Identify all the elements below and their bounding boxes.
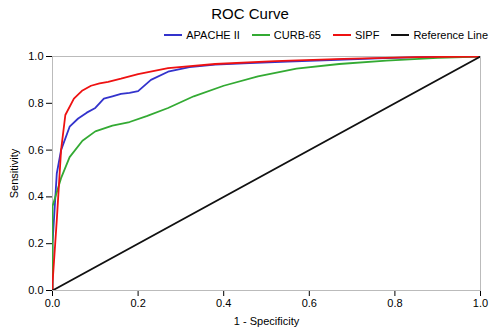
svg-text:0.8: 0.8 [28,97,43,109]
html-text:Reference Line: Reference Line [413,29,488,41]
svg-text:1.0: 1.0 [28,50,43,62]
html-text:ROC Curve: ROC Curve [211,5,289,22]
html-text:APACHE II: APACHE II [186,29,240,41]
svg-text:0.4: 0.4 [216,297,231,309]
html-text:SIPF: SIPF [354,29,380,41]
html-text:CURB-65: CURB-65 [273,29,321,41]
svg-text:1.0: 1.0 [473,297,488,309]
svg-text:0.6: 0.6 [28,144,43,156]
svg-text:Sensitivity: Sensitivity [8,148,20,198]
svg-text:0.0: 0.0 [45,297,60,309]
svg-text:0.6: 0.6 [302,297,317,309]
svg-text:0.2: 0.2 [28,237,43,249]
svg-text:0.2: 0.2 [130,297,145,309]
svg-text:0.8: 0.8 [387,297,402,309]
svg-text:1 - Specificity: 1 - Specificity [234,315,300,327]
svg-text:0.4: 0.4 [28,190,43,202]
svg-text:0.0: 0.0 [28,284,43,296]
